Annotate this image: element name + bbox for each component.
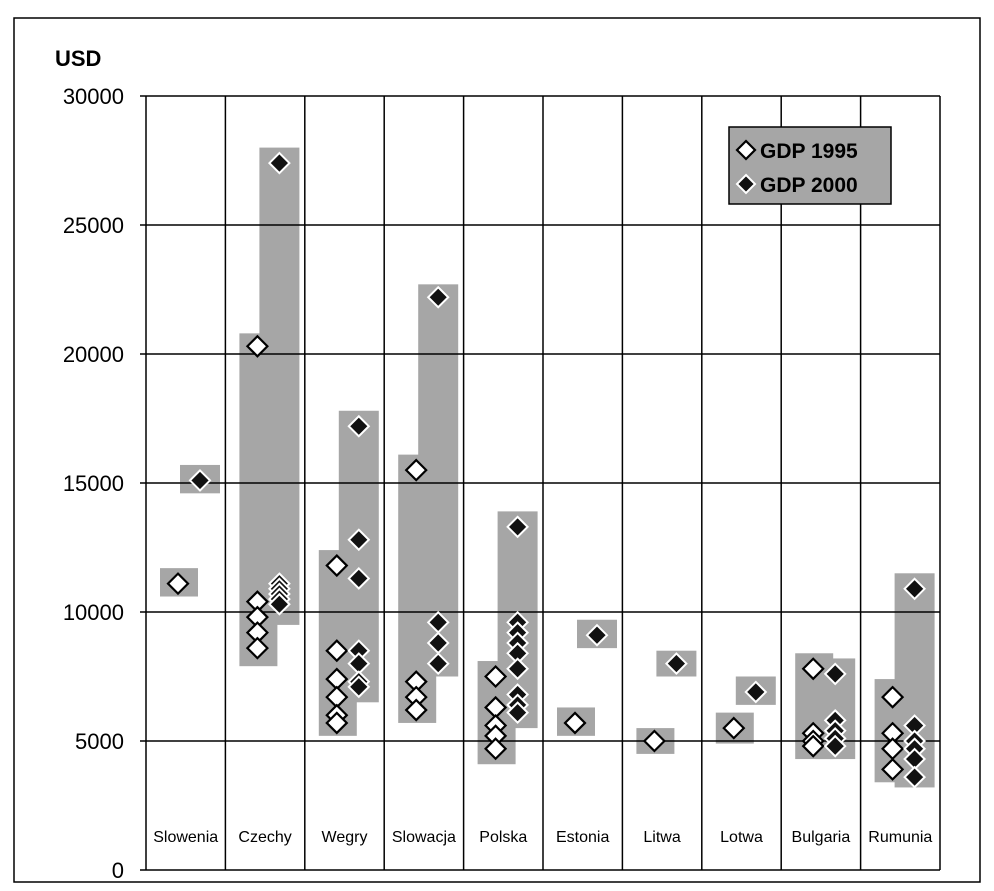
y-tick-label: 20000 xyxy=(63,342,124,367)
legend-box xyxy=(728,126,892,205)
marker-gdp-2000 xyxy=(506,515,530,539)
marker-gdp-2000 xyxy=(744,680,768,704)
y-tick-label: 0 xyxy=(112,858,124,883)
marker-gdp-2000 xyxy=(903,577,927,601)
marker-gdp-2000 xyxy=(347,414,371,438)
y-tick-label: 5000 xyxy=(75,729,124,754)
marker-gdp-1995 xyxy=(642,729,666,753)
marker-gdp-1995 xyxy=(801,657,825,681)
marker-gdp-2000 xyxy=(347,675,371,699)
category-label: Slowacja xyxy=(392,829,456,846)
y-tick-label: 10000 xyxy=(63,600,124,625)
marker-gdp-1995 xyxy=(722,716,746,740)
marker-gdp-2000 xyxy=(506,657,530,681)
marker-gdp-1995 xyxy=(563,711,587,735)
marker-gdp-2000 xyxy=(426,285,450,309)
marker-gdp-1995 xyxy=(325,639,349,663)
category-label: Czechy xyxy=(238,829,291,846)
marker-gdp-1995 xyxy=(166,572,190,596)
marker-gdp-2000 xyxy=(267,151,291,175)
legend-label-1995: GDP 1995 xyxy=(760,140,858,163)
marker-gdp-2000 xyxy=(347,528,371,552)
marker-gdp-2000 xyxy=(347,567,371,590)
marker-gdp-1995 xyxy=(325,711,349,735)
marker-gdp-1995 xyxy=(484,737,508,761)
marker-gdp-1995 xyxy=(404,458,428,482)
category-labels: Slowenia Czechy Wegry Slowacja Polska Estonia… xyxy=(153,829,932,846)
category-label: Litwa xyxy=(643,829,680,846)
marker-gdp-1995 xyxy=(881,757,905,781)
y-tick-label: 15000 xyxy=(63,471,124,496)
category-label: Bulgaria xyxy=(792,829,851,846)
y-tick-labels: 0 5000 10000 15000 20000 25000 30000 xyxy=(63,84,124,883)
marker-gdp-2000 xyxy=(823,662,847,686)
marker-gdp-2000 xyxy=(585,623,609,647)
legend-marker-1995 xyxy=(735,139,757,161)
marker-gdp-2000 xyxy=(426,652,450,676)
marker-gdp-2000 xyxy=(506,701,530,725)
category-label: Wegry xyxy=(322,829,368,846)
legend-label-2000: GDP 2000 xyxy=(760,174,858,197)
marker-gdp-1995 xyxy=(484,664,508,689)
grid-lines xyxy=(140,95,941,871)
category-label: Estonia xyxy=(556,829,609,846)
marker-gdp-2000 xyxy=(903,765,927,789)
marker-gdp-1995 xyxy=(404,698,428,722)
y-tick-label: 30000 xyxy=(63,84,124,109)
y-axis-label: USD xyxy=(55,46,101,71)
legend-marker-2000 xyxy=(735,173,757,195)
marker-gdp-1995 xyxy=(245,636,269,660)
marker-gdp-2000 xyxy=(267,592,291,616)
chart-frame xyxy=(13,17,981,883)
category-label: Rumunia xyxy=(868,829,932,846)
legend: GDP 1995 GDP 2000 xyxy=(728,126,892,205)
data-markers xyxy=(166,151,927,789)
marker-gdp-1995 xyxy=(245,334,269,358)
range-band-2000 xyxy=(259,147,300,625)
category-label: Polska xyxy=(479,829,527,846)
marker-gdp-1995 xyxy=(881,685,905,709)
range-bands xyxy=(160,147,935,788)
marker-gdp-2000 xyxy=(664,652,688,676)
marker-gdp-1995 xyxy=(325,554,349,578)
marker-gdp-2000 xyxy=(188,469,212,492)
category-label: Lotwa xyxy=(720,829,763,846)
marker-gdp-1995 xyxy=(801,734,825,758)
category-label: Slowenia xyxy=(153,829,218,846)
marker-gdp-2000 xyxy=(823,734,847,758)
y-tick-label: 25000 xyxy=(63,213,124,238)
